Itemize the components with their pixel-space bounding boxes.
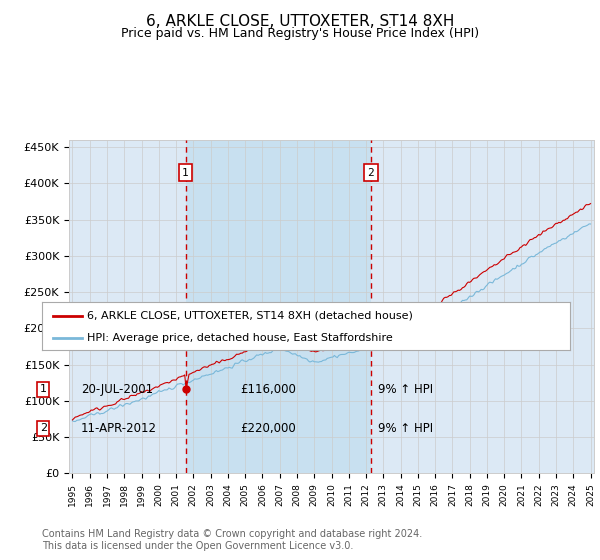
Bar (185, 140, 371, 473)
Text: 6, ARKLE CLOSE, UTTOXETER, ST14 8XH (detached house): 6, ARKLE CLOSE, UTTOXETER, ST14 8XH (det… (87, 311, 413, 321)
Text: 11-APR-2012: 11-APR-2012 (81, 422, 157, 435)
Text: HPI: Average price, detached house, East Staffordshire: HPI: Average price, detached house, East… (87, 333, 392, 343)
Text: 6, ARKLE CLOSE, UTTOXETER, ST14 8XH: 6, ARKLE CLOSE, UTTOXETER, ST14 8XH (146, 14, 454, 29)
Text: £116,000: £116,000 (240, 382, 296, 396)
Text: Price paid vs. HM Land Registry's House Price Index (HPI): Price paid vs. HM Land Registry's House … (121, 27, 479, 40)
Text: 2: 2 (367, 167, 374, 178)
Text: 1: 1 (182, 167, 189, 178)
Text: 1: 1 (40, 384, 47, 394)
Text: £220,000: £220,000 (240, 422, 296, 435)
Text: 9% ↑ HPI: 9% ↑ HPI (378, 422, 433, 435)
Text: 2: 2 (40, 423, 47, 433)
Text: 9% ↑ HPI: 9% ↑ HPI (378, 382, 433, 396)
Text: Contains HM Land Registry data © Crown copyright and database right 2024.
This d: Contains HM Land Registry data © Crown c… (42, 529, 422, 551)
Text: 20-JUL-2001: 20-JUL-2001 (81, 382, 153, 396)
